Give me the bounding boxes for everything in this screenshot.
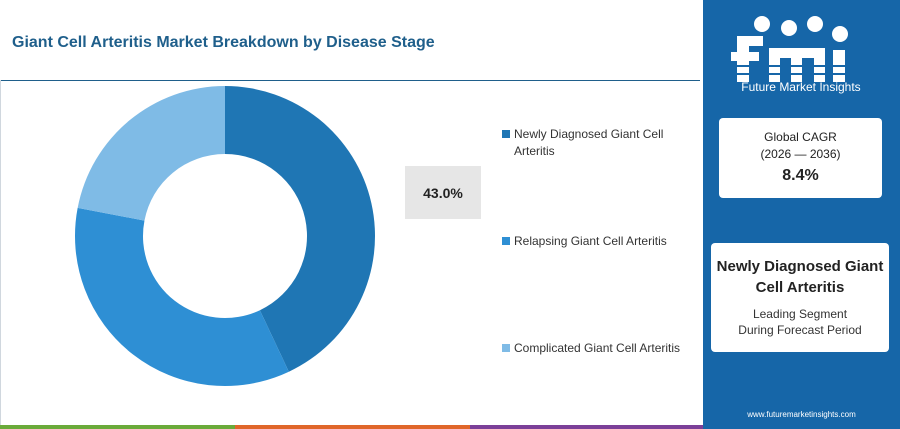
legend-swatch: [502, 130, 510, 138]
cagr-period: (2026 — 2036): [760, 147, 841, 161]
cagr-title: Global CAGR: [764, 130, 837, 144]
legend-label: Complicated Giant Cell Arteritis: [514, 341, 681, 355]
footer-bar-orange: [235, 425, 470, 429]
legend-item-newly-diagnosed: Newly Diagnosed Giant Cell Arteritis: [502, 126, 704, 160]
header-divider: [0, 80, 700, 81]
cagr-card: Global CAGR (2026 — 2036) 8.4%: [719, 118, 882, 198]
cagr-value: 8.4%: [782, 167, 819, 184]
website-link[interactable]: www.futuremarketinsights.com: [747, 410, 856, 419]
footer-bar-green: [0, 425, 235, 429]
legend-item-relapsing: Relapsing Giant Cell Arteritis: [502, 233, 704, 250]
legend-label: Newly Diagnosed Giant Cell Arteritis: [514, 127, 664, 158]
leading-segment-name: Newly Diagnosed Giant Cell Arteritis: [716, 258, 884, 296]
legend-swatch: [502, 237, 510, 245]
leading-segment-card: Newly Diagnosed Giant Cell Arteritis Lea…: [711, 243, 889, 352]
fmi-logo: [731, 16, 848, 82]
value-callout: 43.0%: [405, 166, 481, 219]
left-border: [0, 80, 1, 425]
legend-swatch: [502, 344, 510, 352]
leading-caption-line-1: Leading Segment: [752, 307, 848, 321]
slice-complicated: [77, 86, 225, 221]
brand-name: Future Market Insights: [741, 80, 861, 94]
legend-label: Relapsing Giant Cell Arteritis: [514, 234, 667, 248]
legend-item-complicated: Complicated Giant Cell Arteritis: [502, 340, 704, 357]
chart-title: Giant Cell Arteritis Market Breakdown by…: [12, 34, 435, 51]
slice-relapsing: [75, 207, 289, 386]
leading-caption-line-2: During Forecast Period: [738, 323, 862, 337]
footer-bar-purple: [470, 425, 703, 429]
slice-newly-diagnosed: [225, 86, 375, 372]
donut-chart: [75, 86, 375, 386]
